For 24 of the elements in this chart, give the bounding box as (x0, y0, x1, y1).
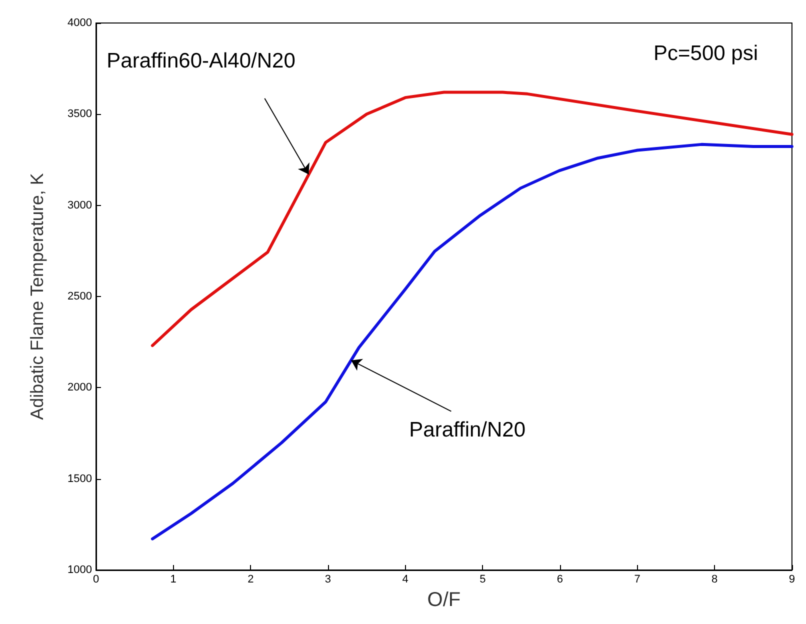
y-tick-label: 2000 (68, 382, 92, 394)
annotation: Paraffin/N20 (409, 418, 526, 442)
y-tick-label: 2500 (68, 290, 92, 302)
line-series (150, 142, 794, 540)
y-tick-label: 1500 (68, 472, 92, 485)
x-tick-label: 4 (402, 574, 408, 586)
x-tick-label: 1 (170, 574, 176, 586)
y-tick-label: 3500 (68, 108, 92, 120)
y-axis-title: Adibatic Flame Temperature, K (27, 173, 47, 420)
line-series (150, 90, 794, 348)
y-tick-label: 3000 (68, 199, 92, 212)
annotation: Paraffin60-Al40/N20 (106, 49, 296, 72)
x-tick-label: 8 (712, 574, 718, 586)
x-tick-label: 9 (788, 574, 796, 586)
y-tick-label: 1000 (68, 564, 92, 576)
x-tick-label: 0 (92, 574, 100, 586)
y-tick-label: 4000 (68, 17, 92, 29)
x-tick-label: 7 (634, 574, 640, 586)
x-axis-title: O/F (427, 589, 461, 611)
x-tick-label: 6 (556, 574, 564, 586)
annotation: Pc=500 psi (654, 42, 758, 65)
x-tick-label: 3 (324, 574, 332, 586)
x-tick-label: 2 (248, 574, 254, 586)
x-tick-label: 5 (480, 574, 486, 586)
